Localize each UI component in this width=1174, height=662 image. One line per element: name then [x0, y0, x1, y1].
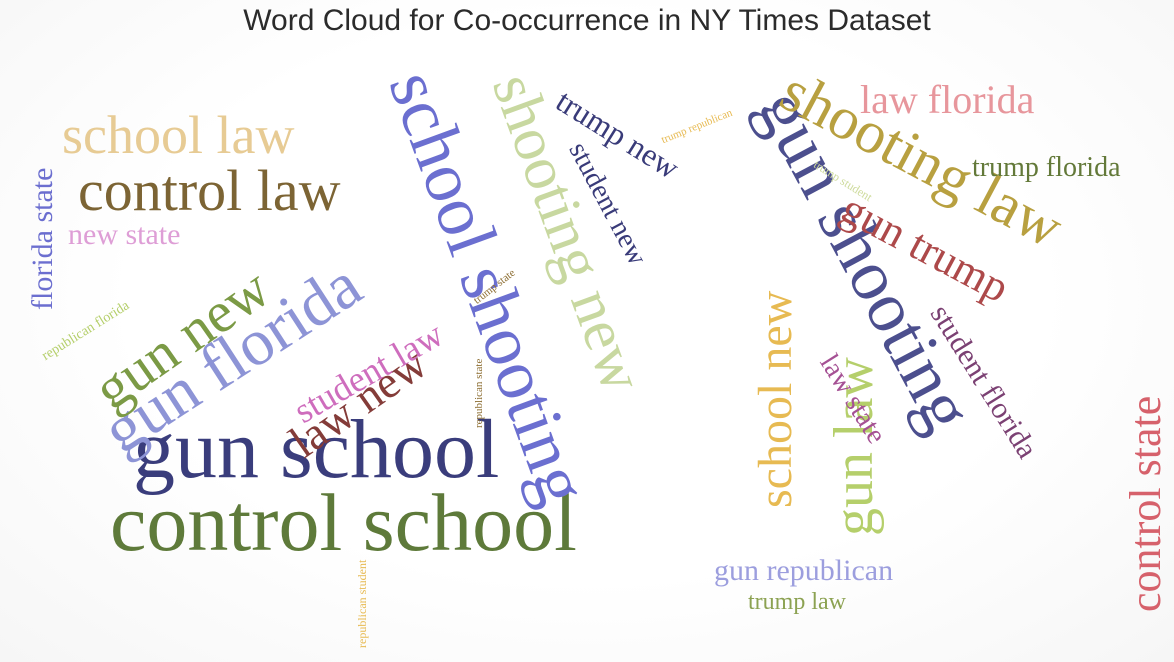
word-control-state: control state [1121, 395, 1170, 612]
word-law-florida: law florida [860, 77, 1035, 122]
word-florida-state: florida state [26, 167, 59, 310]
word-control-school: control school [110, 477, 577, 568]
word-republican-student: republican student [355, 559, 369, 648]
word-trump-law: trump law [748, 589, 846, 615]
word-gun-school: gun school [133, 403, 500, 496]
word-republican-state: republican state [473, 358, 485, 428]
word-gun-republican: gun republican [714, 554, 894, 587]
word-school-law: school law [62, 105, 295, 165]
word-trump-republican: trump republican [659, 106, 735, 147]
chart-title: Word Cloud for Co-occurrence in NY Times… [243, 4, 931, 37]
word-new-state: new state [68, 218, 181, 251]
word-control-law: control law [78, 158, 341, 223]
word-trump-florida: trump florida [972, 152, 1121, 183]
word-school-new: school new [749, 290, 802, 508]
